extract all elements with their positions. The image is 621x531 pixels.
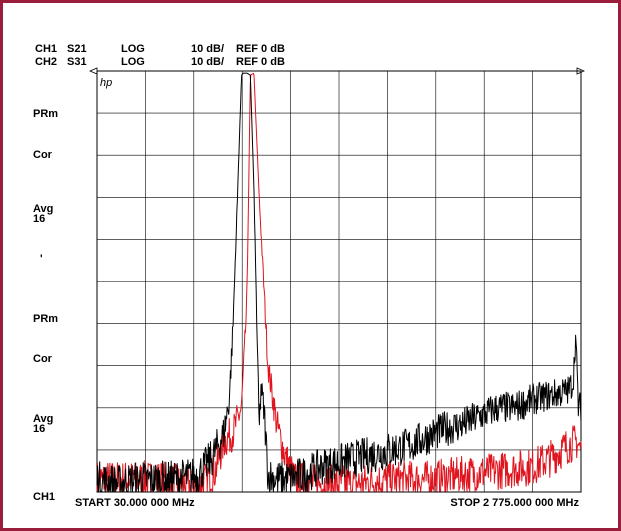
ch2-label: CH2 <box>35 56 57 68</box>
ch2-cor-annotation: Cor <box>33 353 53 365</box>
ch1-ref: REF 0 dB <box>236 43 285 55</box>
ch1-prm-annotation: PRm <box>33 108 58 120</box>
channel-1-annotations: PRm Cor Avg 16 ' <box>33 108 58 265</box>
ch1-label: CH1 <box>35 43 57 55</box>
stop-frequency: STOP 2 775.000 000 MHz <box>450 497 579 509</box>
graticule <box>96 70 582 493</box>
channel-2-annotations: PRm Cor Avg 16 <box>33 313 58 435</box>
ch2-param: S31 <box>67 56 87 68</box>
plot-area <box>96 70 582 493</box>
ch2-avg-count: 16 <box>33 423 45 435</box>
ch1-avg-annotation: Avg <box>33 203 53 215</box>
ch1-format: LOG <box>121 43 145 55</box>
trace-s21-points <box>96 73 582 484</box>
ch2-prm-annotation: PRm <box>33 313 58 325</box>
hp-logo: hp <box>100 77 112 89</box>
ch1-scale: 10 dB/ <box>191 43 224 55</box>
channel-2-header: CH2 S31 LOG 10 dB/ REF 0 dB <box>35 56 285 68</box>
ch1-param: S21 <box>67 43 87 55</box>
trace-s21 <box>96 72 582 492</box>
sweep-footer: CH1 START 30.000 000 MHz STOP 2 775.000 … <box>33 491 579 509</box>
ch2-avg-annotation: Avg <box>33 413 53 425</box>
traces <box>96 72 582 492</box>
ch1-tick-annotation: ' <box>40 253 43 265</box>
footer-channel: CH1 <box>33 491 55 503</box>
ch1-avg-count: 16 <box>33 213 45 225</box>
channel-1-header: CH1 S21 LOG 10 dB/ REF 0 dB <box>35 43 285 55</box>
ch2-format: LOG <box>121 56 145 68</box>
ch1-cor-annotation: Cor <box>33 149 53 161</box>
reference-marker-left <box>88 67 98 75</box>
ch2-scale: 10 dB/ <box>191 56 224 68</box>
start-frequency: START 30.000 000 MHz <box>75 497 195 509</box>
ch2-ref: REF 0 dB <box>236 56 285 68</box>
